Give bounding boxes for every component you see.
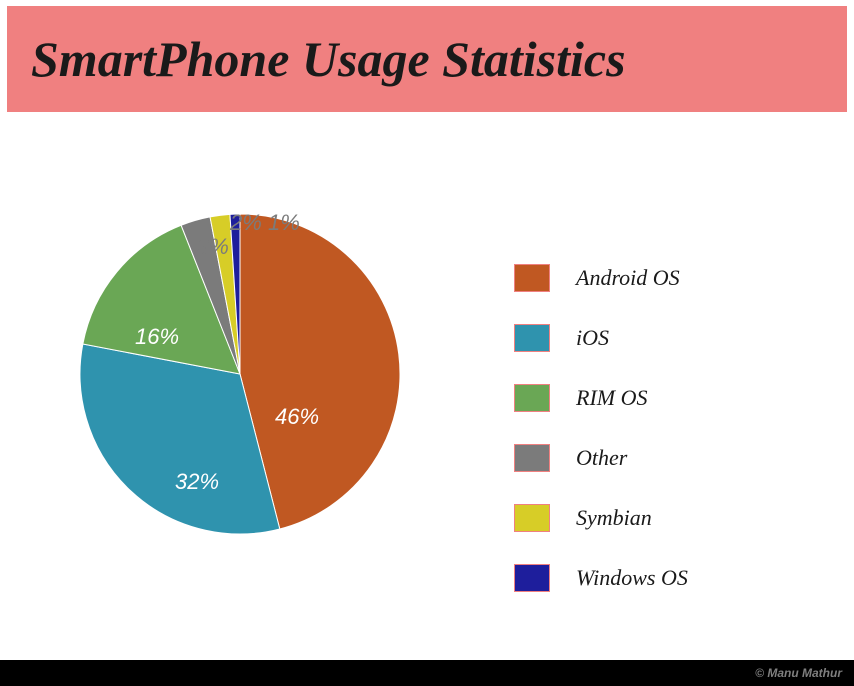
legend-swatch-0 bbox=[514, 264, 550, 292]
header-banner: SmartPhone Usage Statistics bbox=[7, 6, 847, 112]
slice-label-5: 1% bbox=[268, 210, 300, 236]
legend-swatch-4 bbox=[514, 504, 550, 532]
legend-label-4: Symbian bbox=[576, 505, 652, 531]
slice-label-3: 3% bbox=[197, 234, 229, 260]
legend-item-1: iOS bbox=[514, 324, 784, 352]
footer-bar: © Manu Mathur bbox=[0, 660, 854, 686]
legend-label-1: iOS bbox=[576, 325, 609, 351]
legend: Android OS iOS RIM OS Other Symbian Windows O… bbox=[514, 264, 784, 624]
legend-swatch-2 bbox=[514, 384, 550, 412]
pie-chart: 46%32%16%3%2%1% bbox=[80, 214, 400, 534]
legend-label-5: Windows OS bbox=[576, 565, 688, 591]
slice-label-1: 32% bbox=[175, 469, 219, 495]
legend-label-0: Android OS bbox=[576, 265, 680, 291]
legend-item-4: Symbian bbox=[514, 504, 784, 532]
page-title: SmartPhone Usage Statistics bbox=[31, 30, 626, 88]
credit-text: © Manu Mathur bbox=[755, 666, 842, 680]
pie-chart-area: 46% 32% 16% 3%2%1% bbox=[30, 176, 450, 536]
legend-swatch-3 bbox=[514, 444, 550, 472]
legend-swatch-1 bbox=[514, 324, 550, 352]
legend-item-0: Android OS bbox=[514, 264, 784, 292]
slice-label-0: 46% bbox=[275, 404, 319, 430]
legend-label-2: RIM OS bbox=[576, 385, 647, 411]
legend-item-3: Other bbox=[514, 444, 784, 472]
pie-svg bbox=[80, 214, 400, 534]
legend-item-5: Windows OS bbox=[514, 564, 784, 592]
slice-label-2: 16% bbox=[135, 324, 179, 350]
legend-item-2: RIM OS bbox=[514, 384, 784, 412]
legend-swatch-5 bbox=[514, 564, 550, 592]
legend-label-3: Other bbox=[576, 445, 627, 471]
slice-label-4: 2% bbox=[230, 210, 262, 236]
